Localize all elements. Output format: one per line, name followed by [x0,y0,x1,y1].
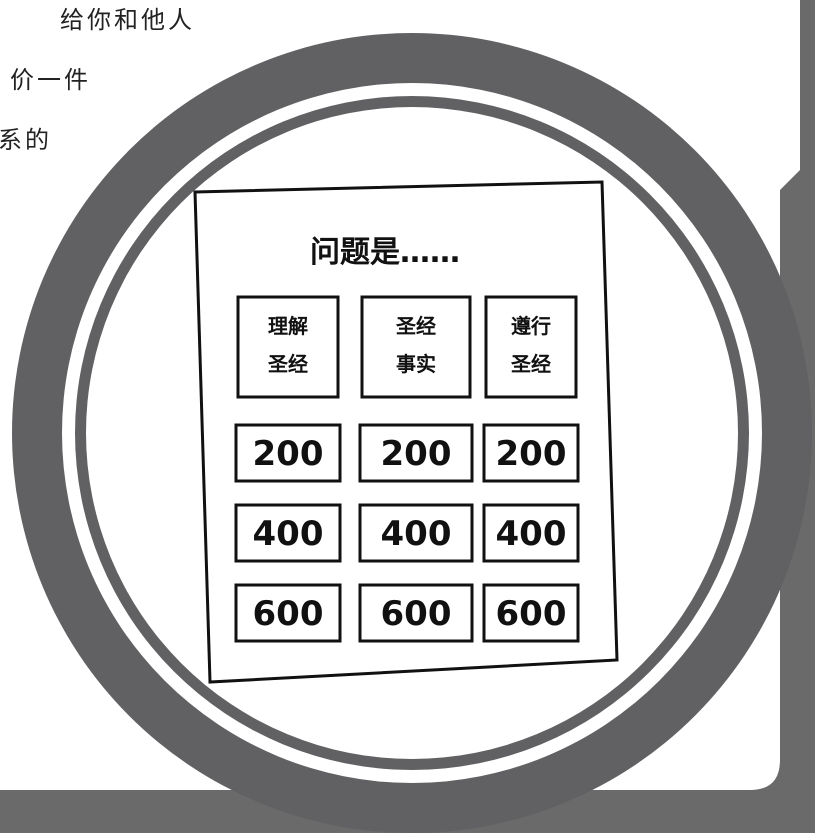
value-label: 400 [496,514,567,554]
value-label: 400 [253,514,324,554]
value-box [234,423,342,483]
value-box [482,583,580,643]
category-label: 理解 [268,314,308,338]
value-label: 200 [381,434,452,474]
value-label: 600 [496,594,567,634]
value-label: 200 [253,434,324,474]
category-box [484,295,578,399]
value-box [358,423,474,483]
category-label: 圣经 [511,352,551,376]
side-text: 系的 [0,126,52,154]
value-label: 600 [253,594,324,634]
paper [193,180,619,684]
category-label: 圣经 [396,314,436,338]
board-title: 问题是…… [310,235,460,270]
value-box [234,503,342,563]
side-text: 给你和他人 [60,6,195,34]
value-label: 600 [381,594,452,634]
category-label: 圣经 [268,352,308,376]
value-box [358,503,474,563]
category-box [360,295,472,399]
value-box [234,583,342,643]
value-label: 400 [381,514,452,554]
value-box [482,503,580,563]
value-label: 200 [496,434,567,474]
category-label: 遵行 [511,314,551,338]
value-box [358,583,474,643]
category-label: 事实 [396,352,436,376]
value-box [482,423,580,483]
category-box [236,295,340,399]
side-text: 价一件 [10,66,91,94]
